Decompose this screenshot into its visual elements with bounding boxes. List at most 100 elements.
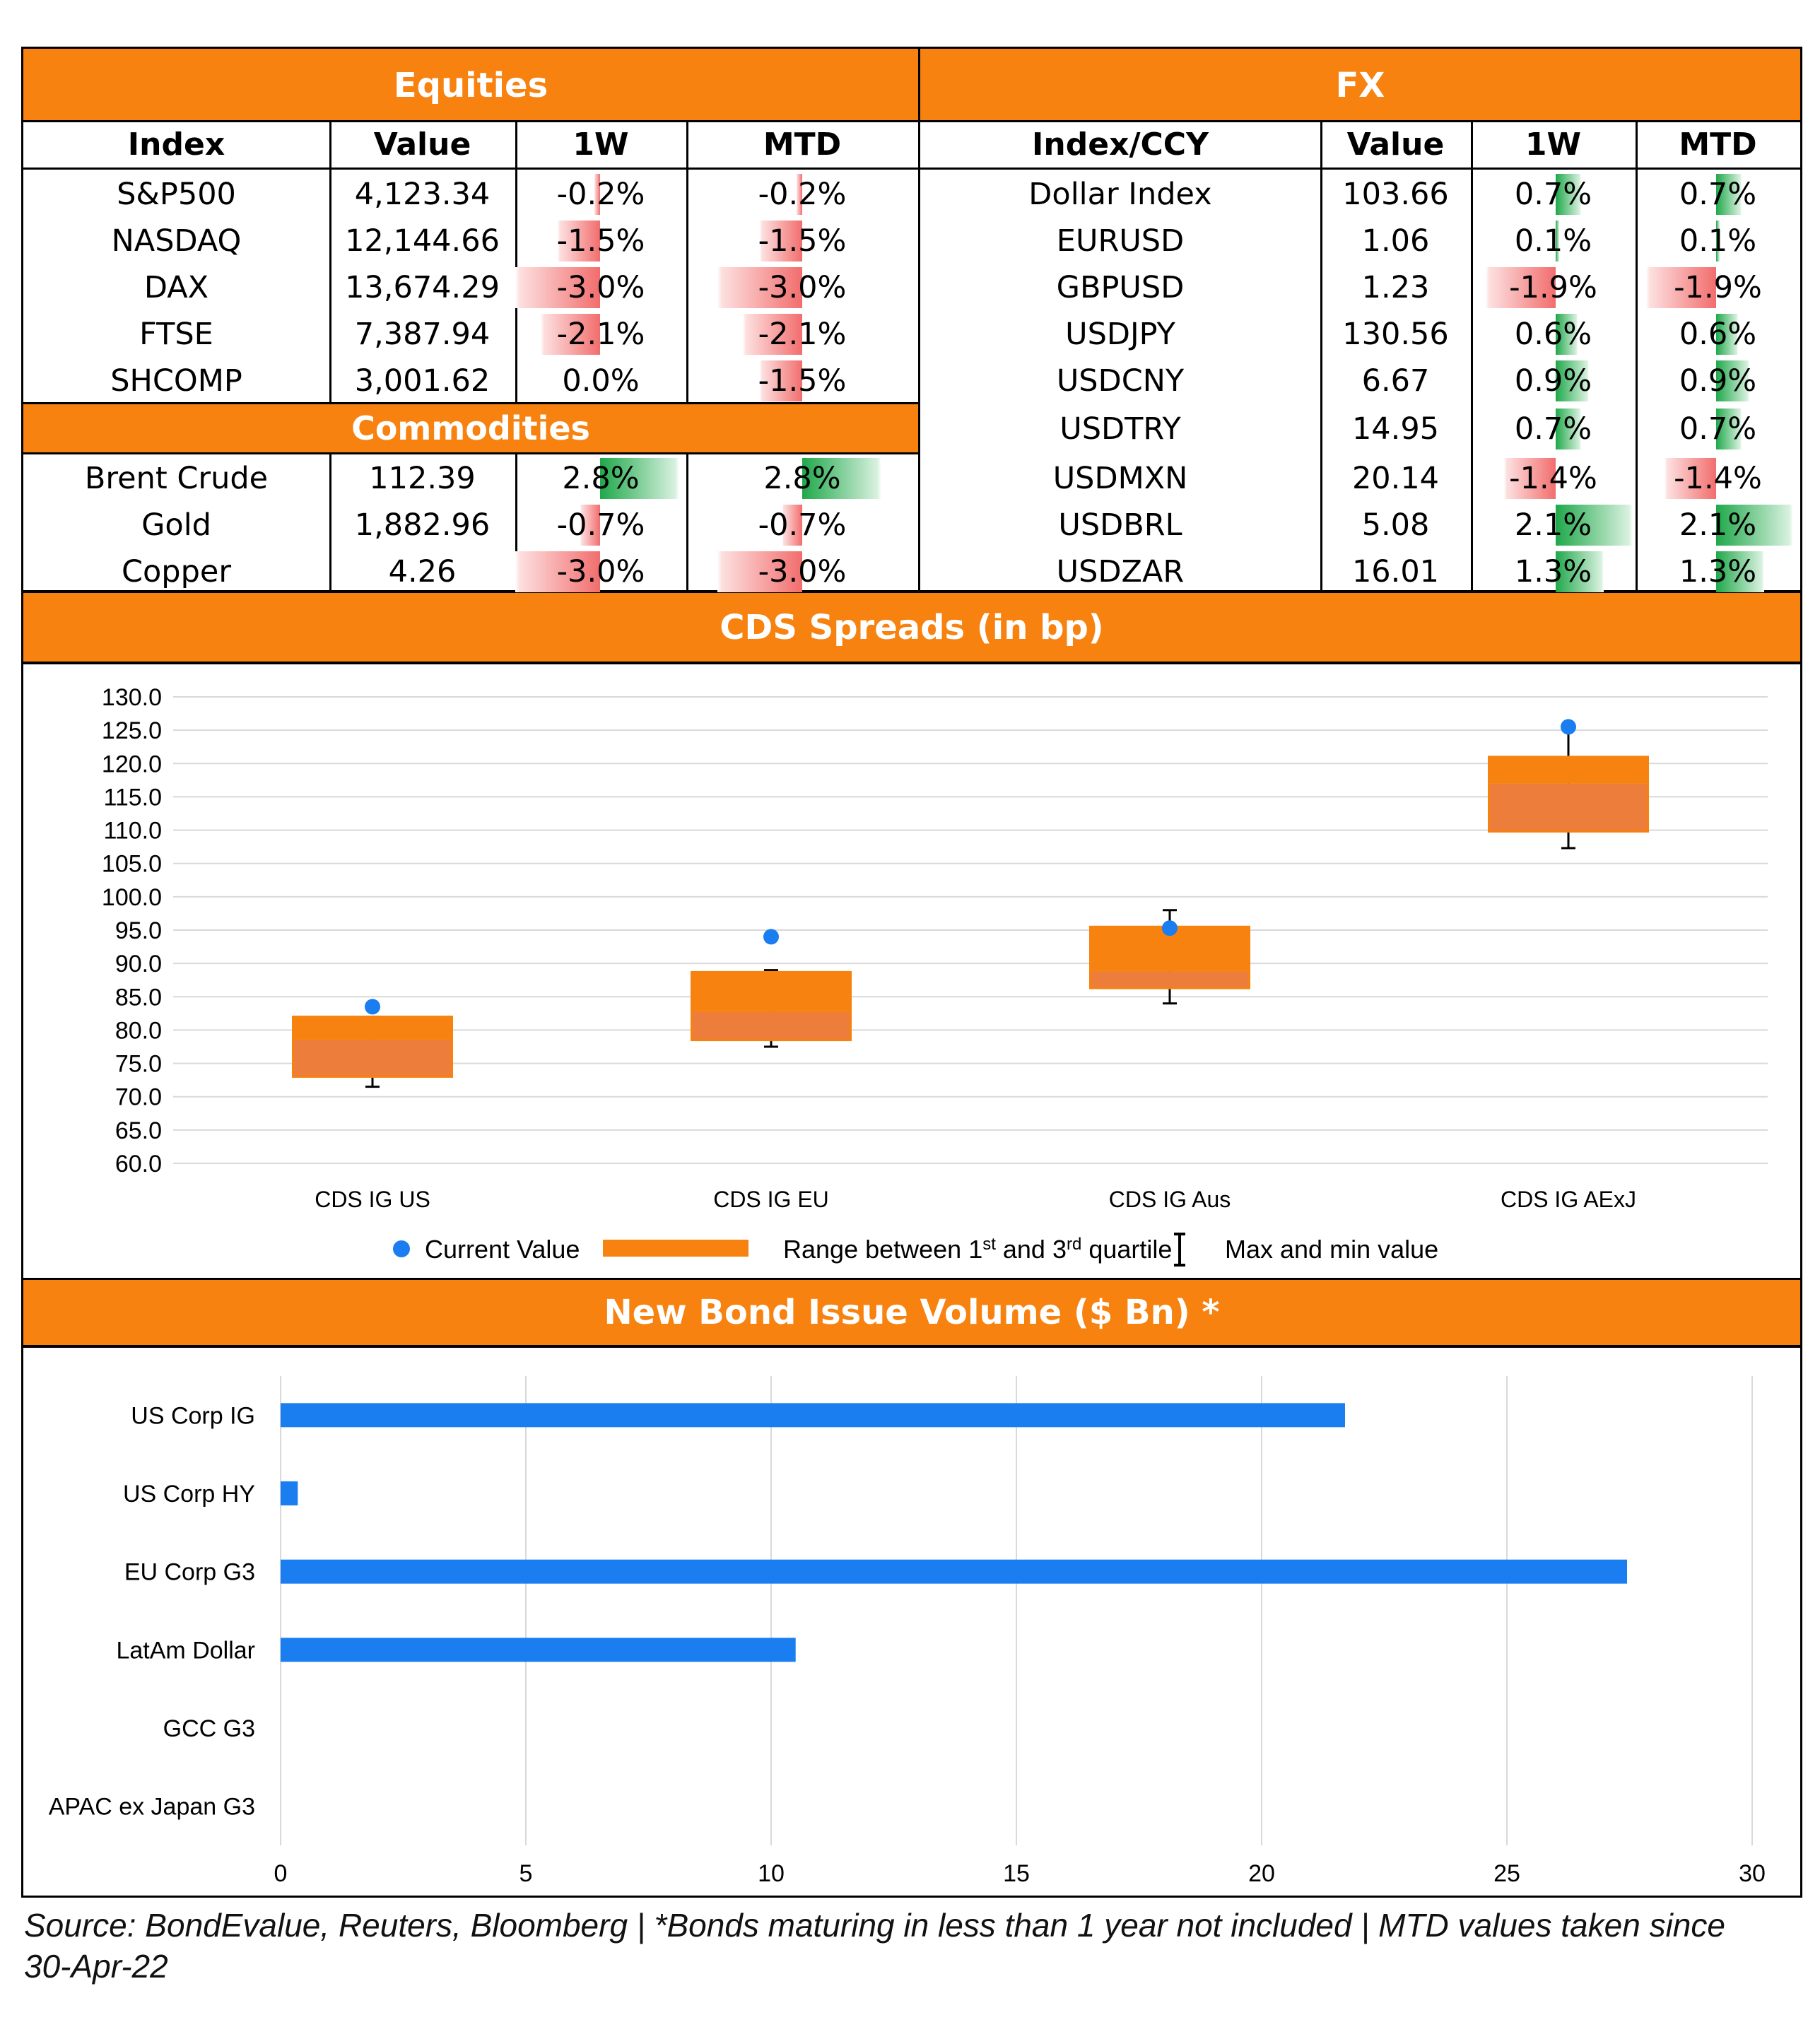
bond-chart-title: New Bond Issue Volume ($ Bn) * — [21, 1278, 1802, 1348]
fx-row-mtd-databar — [1716, 221, 1720, 262]
box-upper-quartile — [293, 1016, 452, 1040]
equities-col-1: Value — [373, 127, 471, 163]
commodities-row-name: Brent Crude — [84, 461, 269, 496]
commodities-row-w1-value: 2.8% — [562, 461, 640, 496]
cds-chart-title: CDS Spreads (in bp) — [21, 591, 1802, 664]
equities-row-mtd-value: -2.1% — [758, 317, 847, 352]
y-tick-label: 90.0 — [115, 951, 162, 977]
table-hline — [23, 120, 1800, 122]
equities-row-w1-databar — [558, 221, 600, 262]
equities-fx-divider — [918, 49, 920, 590]
fx-title: FX — [920, 49, 1800, 122]
volume-bar — [281, 1559, 1628, 1584]
y-category-label: LatAm Dollar — [116, 1637, 255, 1664]
legend-quartile-label-part: and 3 — [996, 1235, 1067, 1264]
commodities-row-value: 112.39 — [369, 461, 476, 496]
fx-row-name: USDCNY — [1056, 363, 1185, 399]
fx-row-w1-databar — [1504, 458, 1556, 499]
x-tick-label: 15 — [1003, 1860, 1030, 1887]
fx-row-value: 1.06 — [1361, 223, 1430, 259]
legend-quartile-label-part: Range between 1 — [783, 1235, 982, 1264]
fx-row-mtd-value: -1.9% — [1674, 270, 1762, 305]
commodities-row-mtd-databar — [802, 458, 881, 499]
x-tick-label: 25 — [1493, 1860, 1520, 1887]
y-category-label: US Corp IG — [131, 1402, 255, 1429]
y-category-label: APAC ex Japan G3 — [49, 1794, 255, 1821]
fx-row-mtd-value: 0.6% — [1679, 317, 1757, 352]
commodities-row-w1-databar — [600, 458, 679, 499]
x-tick-label: 10 — [758, 1860, 785, 1887]
fx-row-value: 1.23 — [1361, 270, 1430, 305]
x-tick-label: 5 — [519, 1860, 533, 1887]
fx-col-1: Value — [1346, 127, 1445, 163]
fx-row-w1-databar — [1556, 551, 1604, 592]
fx-row-w1-value: 0.1% — [1514, 223, 1592, 259]
table-vline — [1636, 122, 1638, 591]
fx-row-mtd-databar — [1716, 551, 1764, 592]
fx-row-w1-value: 0.6% — [1514, 317, 1592, 352]
y-tick-label: 65.0 — [115, 1117, 162, 1144]
commodities-row-w1-databar — [515, 551, 600, 592]
equities-row-w1-databar — [594, 174, 600, 215]
y-category-label: EU Corp G3 — [124, 1559, 255, 1586]
commodities-row-w1-databar — [580, 505, 600, 546]
fx-row-mtd-value: 0.7% — [1679, 177, 1757, 212]
fx-col-2: 1W — [1525, 127, 1582, 163]
equities-row-mtd-databar — [760, 221, 802, 262]
fx-row-w1-databar — [1556, 409, 1582, 450]
commodities-title: Commodities — [23, 404, 918, 452]
equities-row-name: S&P500 — [117, 177, 236, 212]
equities-row-mtd-databar — [760, 360, 802, 401]
fx-row-w1-value: 0.9% — [1514, 363, 1592, 399]
commodities-row-name: Gold — [141, 507, 211, 543]
equities-row-value: 13,674.29 — [345, 270, 500, 305]
volume-bar — [281, 1403, 1345, 1428]
table-vline — [515, 452, 517, 591]
box-lower-quartile — [691, 1011, 851, 1040]
equities-row-name: DAX — [143, 270, 209, 305]
commodities-row-value: 1,882.96 — [354, 507, 491, 543]
fx-row-w1-databar — [1556, 505, 1633, 546]
table-hline — [23, 452, 918, 454]
fx-row-mtd-databar — [1716, 174, 1742, 215]
commodities-row-mtd-value: -3.0% — [758, 554, 847, 589]
fx-row-mtd-databar — [1716, 505, 1794, 546]
fx-row-w1-value: -1.9% — [1509, 270, 1597, 305]
fx-row-w1-value: 1.3% — [1514, 554, 1592, 589]
fx-row-name: USDZAR — [1056, 554, 1185, 589]
x-tick-label: 30 — [1739, 1860, 1766, 1887]
y-tick-label: 125.0 — [102, 717, 162, 744]
fx-row-name: USDMXN — [1052, 461, 1188, 496]
equities-col-0: Index — [127, 127, 225, 163]
box-lower-quartile — [293, 1040, 452, 1077]
box-upper-quartile — [1489, 756, 1648, 784]
table-vline — [686, 122, 688, 403]
legend-current-value-marker — [393, 1240, 410, 1257]
x-category-label: CDS IG US — [315, 1187, 430, 1212]
current-value-point — [1561, 719, 1576, 735]
equities-row-name: NASDAQ — [111, 223, 242, 259]
y-tick-label: 100.0 — [102, 884, 162, 911]
table-vline — [1471, 122, 1473, 591]
fx-row-name: EURUSD — [1056, 223, 1185, 259]
fx-row-w1-databar — [1556, 360, 1589, 401]
fx-row-w1-value: 0.7% — [1514, 177, 1592, 212]
fx-row-value: 14.95 — [1351, 411, 1440, 447]
fx-row-mtd-databar — [1716, 360, 1749, 401]
equities-row-value: 12,144.66 — [345, 223, 500, 259]
fx-row-value: 130.56 — [1342, 317, 1449, 352]
equities-title: Equities — [23, 49, 918, 122]
fx-row-name: Dollar Index — [1028, 177, 1212, 212]
y-category-label: US Corp HY — [123, 1481, 255, 1508]
box-outline — [292, 1016, 453, 1078]
legend-current-value-label: Current Value — [425, 1235, 580, 1264]
top-tables: Equities FX — [21, 47, 1802, 592]
table-vline — [515, 122, 517, 403]
x-category-label: CDS IG Aus — [1109, 1187, 1231, 1212]
box-upper-quartile — [691, 972, 851, 1012]
current-value-point — [1162, 920, 1178, 936]
equities-row-mtd-databar — [797, 174, 802, 215]
commodities-row-mtd-databar — [717, 551, 802, 592]
fx-row-value: 16.01 — [1351, 554, 1440, 589]
equities-row-mtd-value: -0.2% — [758, 177, 847, 212]
